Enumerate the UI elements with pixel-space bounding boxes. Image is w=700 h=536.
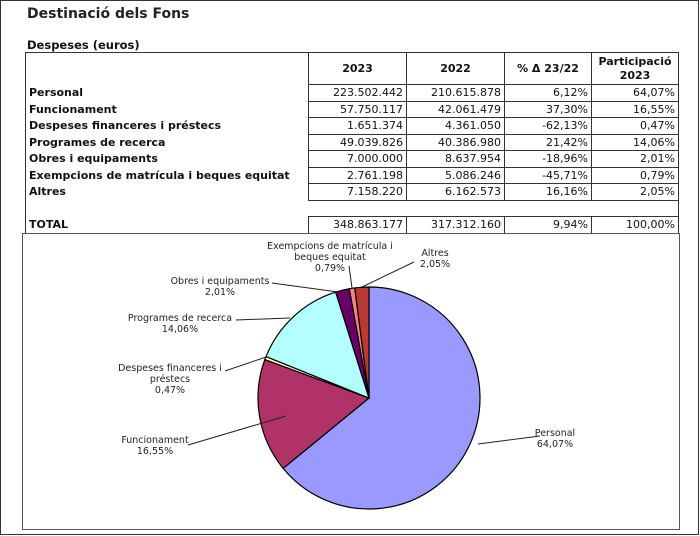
row-label: Exempcions de matrícula i beques equitat — [29, 168, 290, 182]
value-2023: 7.158.220 — [308, 183, 407, 201]
header-2023: 2023 — [308, 52, 407, 85]
row-label: Funcionament — [29, 102, 117, 116]
slice-label-4: Obres i equipaments 2,01% — [171, 276, 270, 298]
slice-label-value: 14,06% — [161, 324, 199, 335]
value-share: 14,06% — [591, 133, 679, 151]
total-2022: 317.312.160 — [406, 216, 505, 234]
total-2023: 348.863.177 — [308, 216, 407, 234]
total-share: 100,00% — [591, 216, 679, 234]
slice-label-2: Despeses financeres i préstecs 0,47% — [111, 363, 229, 396]
value-2022: 6.162.573 — [406, 183, 505, 201]
header-delta: % Δ 23/22 — [504, 52, 592, 85]
slice-label-value: 2,05% — [419, 259, 451, 270]
value-2023: 57.750.117 — [308, 100, 407, 118]
table-row: Obres i equipaments 7.000.000 8.637.954 -18… — [26, 150, 679, 168]
table-row: Altres 7.158.220 6.162.573 16,16% 2,05% — [26, 183, 679, 201]
value-2023: 2.761.198 — [308, 166, 407, 184]
expenses-table: 2023 2022 % Δ 23/22 Participació 2023 Pe… — [25, 52, 679, 234]
slice-label-value: 0,79% — [314, 263, 346, 274]
slice-label-value: 2,01% — [204, 287, 236, 298]
table-header-row: 2023 2022 % Δ 23/22 Participació 2023 — [26, 52, 679, 85]
value-2023: 7.000.000 — [308, 150, 407, 168]
leader-line-5 — [348, 265, 353, 289]
slice-label-name: Exempcions de matrícula i beques equitat — [267, 241, 393, 263]
leader-line-2 — [224, 356, 267, 372]
header-share: Participació 2023 — [591, 52, 679, 85]
slice-label-value: 64,07% — [536, 439, 574, 450]
row-label: Despeses financeres i préstecs — [29, 119, 222, 133]
leader-line-6 — [361, 261, 415, 288]
table-row: Exempcions de matrícula i beques equitat… — [26, 166, 679, 184]
value-share: 0,79% — [591, 166, 679, 184]
pie-slice-0 — [282, 286, 481, 510]
row-label: Personal — [29, 86, 84, 100]
slice-label-value: 16,55% — [136, 446, 174, 457]
total-label: TOTAL — [29, 218, 69, 231]
slice-label-name: Altres — [421, 248, 449, 259]
value-2022: 40.386.980 — [406, 133, 505, 151]
row-label: Obres i equipaments — [29, 152, 158, 166]
table-row: Programes de recerca 49.039.826 40.386.980… — [26, 133, 679, 151]
pie-chart-box — [22, 233, 680, 530]
row-label: Programes de recerca — [29, 135, 166, 149]
leader-line-3 — [235, 317, 291, 321]
slice-label-name: Programes de recerca — [127, 313, 233, 324]
pie-slice-1 — [257, 358, 371, 470]
table-row: Funcionament 57.750.117 42.061.479 37,30% 16… — [26, 100, 679, 118]
leader-line-0 — [477, 435, 541, 445]
leader-line-4 — [271, 282, 339, 293]
value-2023: 223.502.442 — [308, 84, 407, 102]
value-delta: 16,16% — [504, 183, 592, 201]
pie-slice-6 — [354, 286, 370, 399]
value-2022: 4.361.050 — [406, 117, 505, 135]
slice-label-name: Personal — [534, 428, 576, 439]
row-label: Altres — [29, 185, 66, 199]
slice-label-name: Obres i equipaments — [170, 276, 270, 287]
slice-label-value: 0,47% — [154, 385, 186, 396]
slice-label-name: Despeses financeres i préstecs — [118, 363, 222, 385]
slice-label-5: Exempcions de matrícula i beques equitat… — [265, 241, 395, 274]
pie-slice-3 — [265, 291, 370, 400]
slice-label-name: Funcionament — [121, 435, 189, 446]
value-share: 16,55% — [591, 100, 679, 118]
total-row: TOTAL 348.863.177 317.312.160 9,94% 100,… — [26, 216, 679, 234]
slice-label-6: Altres 2,05% — [420, 248, 450, 270]
value-share: 2,05% — [591, 183, 679, 201]
leader-line-1 — [187, 415, 287, 446]
page-title: Destinació dels Fons — [27, 6, 190, 22]
slice-label-0: Personal 64,07% — [535, 428, 575, 450]
table-subtitle: Despeses (euros) — [27, 38, 140, 52]
slice-label-3: Programes de recerca 14,06% — [128, 313, 232, 335]
slice-label-1: Funcionament 16,55% — [121, 435, 188, 457]
